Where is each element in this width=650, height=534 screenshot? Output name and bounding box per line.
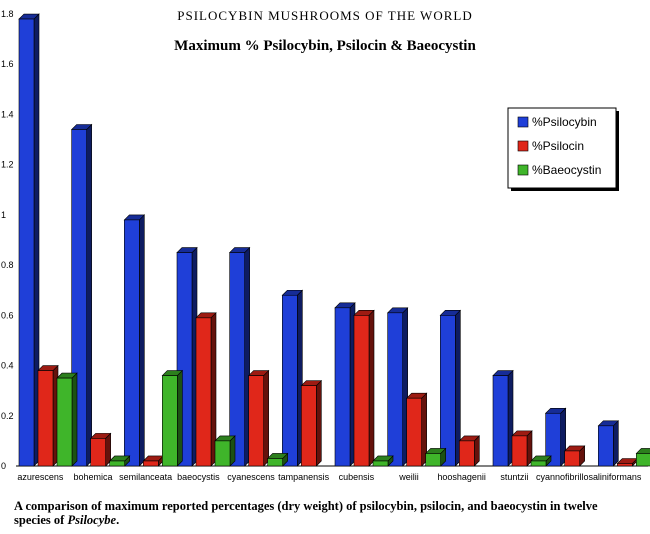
bar-psilocin-hooshagenii [458, 435, 481, 467]
bar-psilocybin-tampanensis [281, 289, 304, 467]
y-tick-label: 1.2 [1, 160, 14, 170]
caption-text: A comparison of maximum reported percent… [14, 499, 598, 527]
bar-psilocin-cyannofibrillosa [563, 445, 586, 467]
y-tick-label: 1 [1, 210, 6, 220]
bar-baeocystin-cyanescens [266, 452, 289, 467]
y-tick-label: 0.4 [1, 361, 14, 371]
bar-baeocystin-bohemica [108, 455, 131, 467]
bar-psilocybin-cyanescens [228, 246, 251, 467]
bar-psilocybin-stuntzii [492, 369, 514, 467]
category-label: liniformans [598, 472, 642, 482]
bar-psilocin-baeocystis [195, 312, 217, 467]
bar-psilocybin-cubensis [334, 302, 356, 467]
bar-psilocin-azurescens [37, 364, 59, 467]
category-label: azurescens [17, 472, 64, 482]
y-tick-label: 1.8 [1, 9, 14, 19]
category-label: hooshagenii [437, 472, 486, 482]
y-tick-label: 1.6 [1, 59, 14, 69]
bar-baeocystin-weilii [424, 447, 447, 467]
bar-psilocybin-liniformans [597, 420, 620, 467]
figure-caption: A comparison of maximum reported percent… [14, 499, 634, 527]
chart-title: Maximum % Psilocybin, Psilocin & Baeocys… [174, 38, 476, 54]
chart-legend: %Psilocybin %Psilocin %Baeocystin [507, 107, 619, 191]
bar-psilocybin-cyannofibrillosa [544, 407, 567, 467]
bar-psilocin-weilii [405, 392, 428, 467]
bar-psilocin-bohemica [89, 432, 112, 467]
y-tick-label: 0.6 [1, 310, 14, 320]
y-tick-label: 0.8 [1, 260, 14, 270]
category-label: stuntzii [500, 472, 528, 482]
category-label: tampanensis [278, 472, 330, 482]
caption-genus: Psilocybe [67, 513, 117, 527]
legend-label: %Baeocystin [532, 163, 601, 177]
bar-baeocystin-baeocystis [214, 435, 236, 467]
bar-psilocin-stuntzii [511, 430, 533, 467]
bar-psilocybin-semilanceata [123, 214, 146, 467]
bar-psilocin-tampanensis [300, 379, 323, 467]
bar-psilocin-cubensis [353, 309, 375, 467]
category-label: semilanceata [119, 472, 172, 482]
legend-swatch [517, 164, 529, 176]
bar-psilocin-liniformans [616, 457, 639, 467]
bar-baeocystin-liniformans [635, 448, 650, 467]
book-title: PSILOCYBIN MUSHROOMS OF THE WORLD [177, 8, 473, 23]
legend-label: %Psilocin [532, 139, 584, 153]
legend-label: %Psilocybin [532, 115, 597, 129]
category-label: baeocystis [177, 472, 220, 482]
bar-psilocybin-weilii [386, 307, 409, 467]
category-label: cyanescens [227, 472, 275, 482]
caption-end: . [116, 513, 120, 527]
y-tick-label: 1.4 [1, 109, 14, 119]
category-label: cubensis [339, 472, 375, 482]
category-label: weilii [398, 472, 419, 482]
bar-baeocystin-semilanceata [161, 369, 184, 467]
bar-psilocybin-hooshagenii [439, 309, 462, 467]
bar-baeocystin-azurescens [56, 372, 78, 467]
category-label: bohemica [73, 472, 112, 482]
bar-psilocin-cyanescens [247, 369, 270, 467]
bar-psilocybin-azurescens [18, 13, 40, 467]
bar-chart: 0 0.2 0.4 0.6 0.8 1 1.2 1.4 1.6 1.8 azurescens bohe… [1, 9, 650, 482]
legend-swatch [517, 140, 529, 152]
bar-psilocin-semilanceata [142, 455, 165, 467]
category-label: cyannofibrillosa [536, 472, 598, 482]
y-tick-label: 0 [1, 461, 6, 471]
bar-baeocystin-cubensis [372, 455, 394, 467]
bar-baeocystin-stuntzii [530, 455, 552, 467]
y-tick-label: 0.2 [1, 411, 14, 421]
legend-swatch [517, 116, 529, 128]
